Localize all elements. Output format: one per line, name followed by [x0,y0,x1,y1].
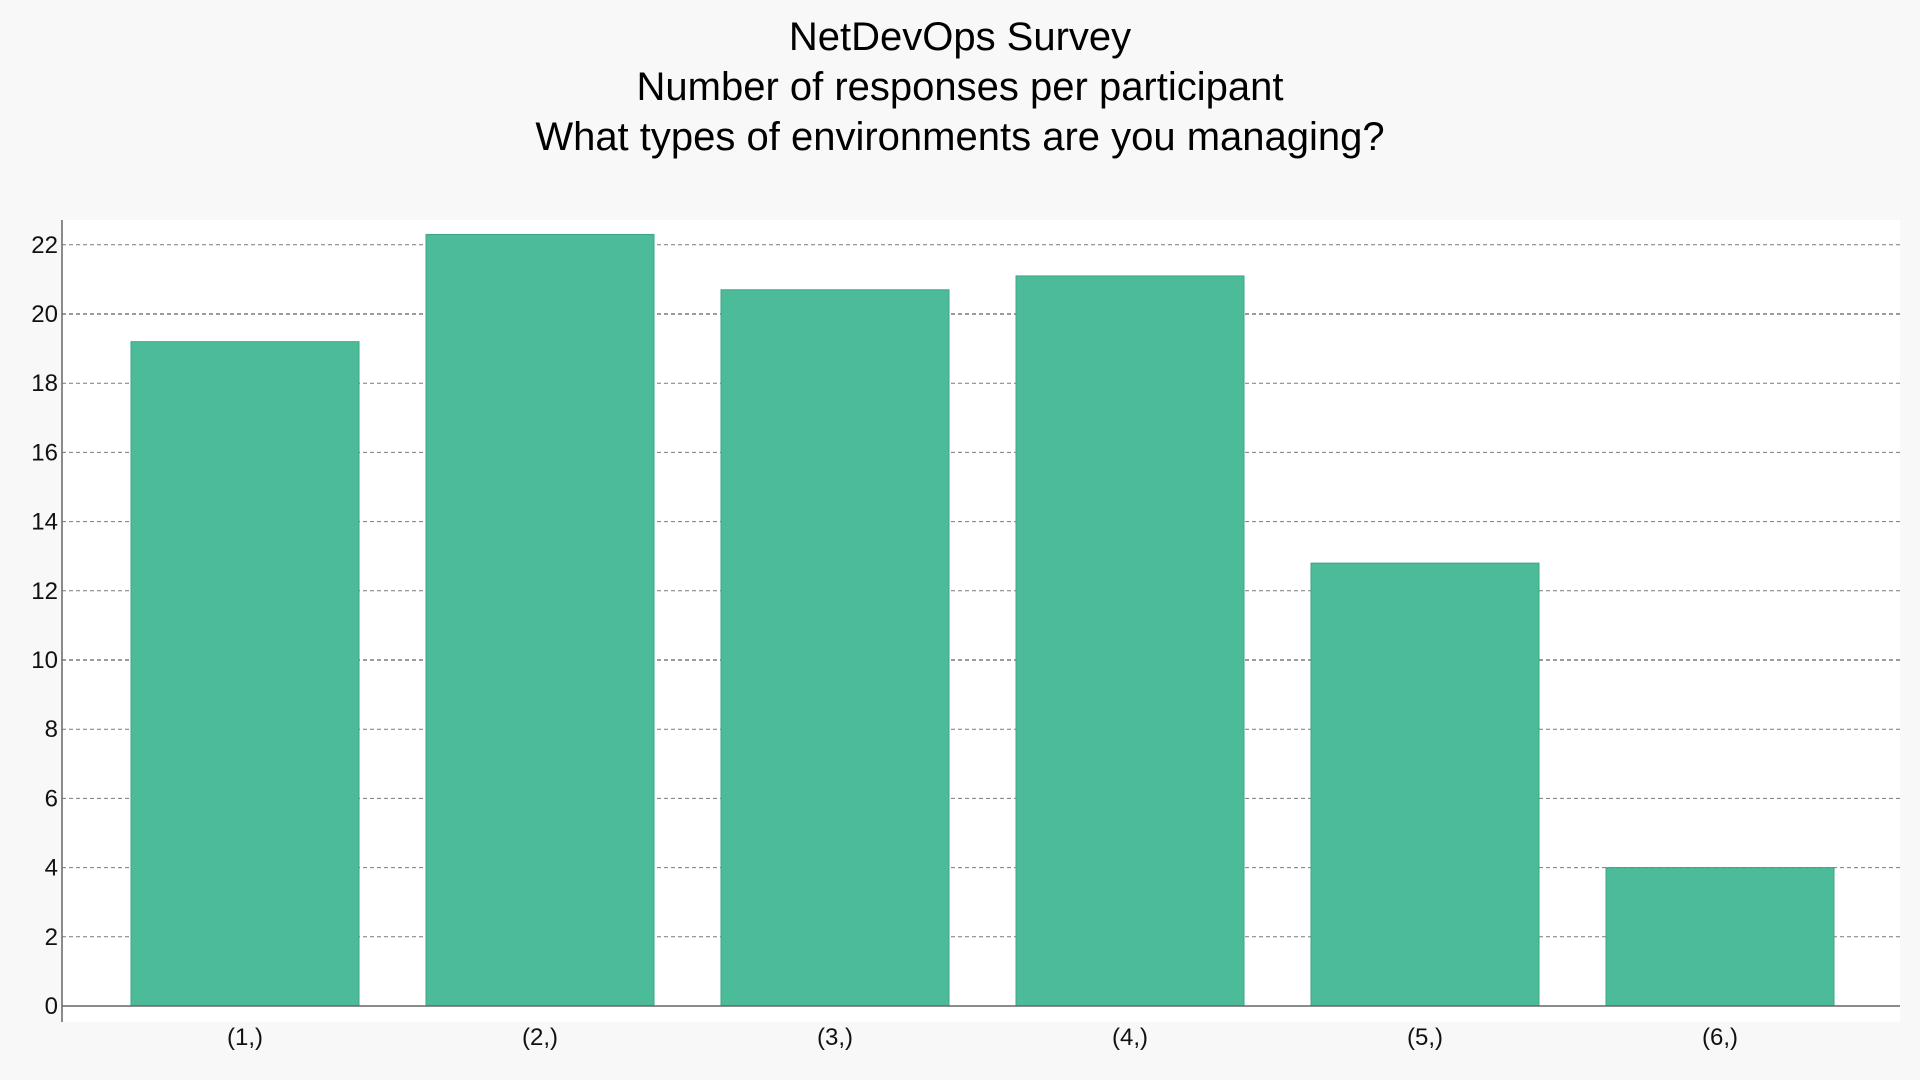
bar [1310,562,1540,1007]
y-tick-label: 20 [31,301,58,328]
y-tick-label: 6 [45,785,58,812]
y-tick-label: 8 [45,716,58,743]
grid-lines [62,244,1900,938]
y-tick-label: 0 [45,993,58,1020]
y-tick-label: 18 [31,370,58,397]
plot-background [62,220,1900,1022]
x-tick-label: (5,) [1407,1024,1443,1051]
y-tick-labels: 0 2 4 6 8 10 12 14 16 18 20 22 [31,232,58,1020]
x-tick-label: (1,) [227,1024,263,1051]
bar [1015,275,1245,1007]
bar [720,289,950,1007]
y-tick-label: 22 [31,232,58,259]
bars [130,233,1835,1007]
x-tick-label: (4,) [1112,1024,1148,1051]
bar [425,233,655,1007]
chart-subtitle: Number of responses per participant [636,65,1284,109]
bar [1605,867,1835,1007]
axes [61,220,1900,1022]
x-tick-label: (2,) [522,1024,558,1051]
chart-question: What types of environments are you manag… [535,115,1385,159]
x-tick-label: (3,) [817,1024,853,1051]
y-tick-label: 4 [45,855,58,882]
y-tick-label: 10 [31,647,58,674]
y-tick-label: 16 [31,439,58,466]
bar [130,341,360,1007]
y-tick-label: 14 [31,509,58,536]
y-tick-label: 2 [45,924,58,951]
y-tick-label: 12 [31,578,58,605]
chart-title: NetDevOps Survey [788,15,1132,59]
x-tick-labels: (1,) (2,) (3,) (4,) (5,) (6,) [227,1024,1738,1051]
x-tick-label: (6,) [1702,1024,1738,1051]
